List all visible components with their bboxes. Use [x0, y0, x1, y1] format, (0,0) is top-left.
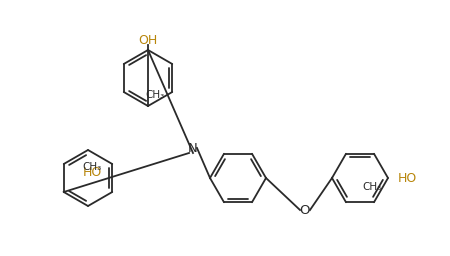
Text: CH₃: CH₃ [82, 162, 102, 172]
Text: HO: HO [83, 165, 102, 178]
Text: CH₃: CH₃ [362, 182, 382, 192]
Text: OH: OH [139, 34, 158, 47]
Text: O: O [300, 204, 310, 217]
Text: HO: HO [398, 172, 417, 185]
Text: CH₃: CH₃ [145, 90, 164, 100]
Text: N: N [188, 142, 198, 155]
